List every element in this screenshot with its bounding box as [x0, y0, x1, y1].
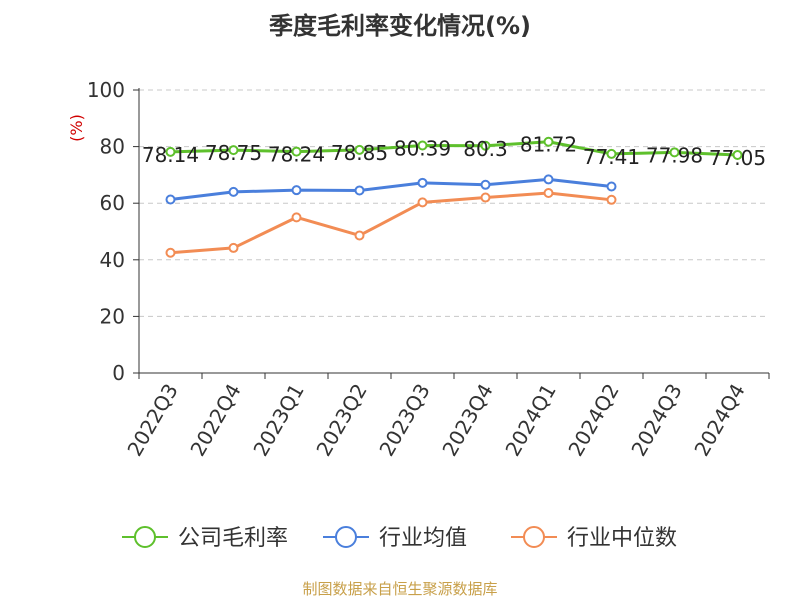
x-tick-label: 2022Q3 — [122, 380, 182, 461]
legend-label: 行业中位数 — [567, 526, 677, 551]
data-point — [606, 181, 617, 192]
data-point — [543, 136, 554, 147]
data-point — [354, 230, 365, 241]
data-point — [480, 179, 491, 190]
data-point — [165, 194, 176, 205]
data-label: 77.41 — [583, 145, 640, 169]
series-line-2 — [170, 191, 612, 255]
x-tick-label: 2023Q1 — [248, 380, 308, 461]
data-point — [417, 177, 428, 188]
data-label: 77.05 — [709, 146, 766, 170]
series-line-1 — [170, 177, 612, 202]
data-point — [291, 146, 302, 157]
data-point — [417, 197, 428, 208]
x-tick-label: 2023Q2 — [311, 380, 371, 461]
data-point — [606, 148, 617, 159]
data-point — [228, 145, 239, 156]
y-tick-label: 20 — [100, 304, 125, 328]
data-point — [543, 174, 554, 185]
data-label: 78.85 — [331, 141, 388, 165]
data-label: 77.98 — [646, 143, 703, 167]
data-label: 78.14 — [142, 143, 199, 167]
x-tick-label: 2024Q2 — [563, 380, 623, 461]
data-label: 80.3 — [463, 137, 508, 161]
x-tick-label: 2024Q4 — [689, 380, 749, 461]
data-point — [417, 140, 428, 151]
data-point — [606, 194, 617, 205]
data-point — [543, 188, 554, 199]
data-label: 80.39 — [394, 136, 451, 160]
data-point — [354, 144, 365, 155]
x-tick-label: 2024Q3 — [626, 380, 686, 461]
y-tick-label: 80 — [100, 135, 125, 159]
data-point — [165, 146, 176, 157]
data-point — [732, 149, 743, 160]
data-label: 78.24 — [268, 143, 325, 167]
data-point — [291, 212, 302, 223]
legend-label: 公司毛利率 — [178, 526, 288, 551]
legend-marker — [134, 526, 156, 548]
legend-label: 行业均值 — [379, 526, 467, 551]
y-axis-label: (%) — [67, 114, 86, 142]
y-tick-label: 60 — [100, 191, 125, 215]
x-tick-label: 2023Q3 — [374, 380, 434, 461]
data-point — [228, 186, 239, 197]
data-point — [228, 242, 239, 253]
legend-marker — [335, 526, 357, 548]
data-point — [291, 185, 302, 196]
y-tick-label: 100 — [87, 78, 125, 102]
data-label: 81.72 — [520, 133, 577, 157]
data-point — [669, 147, 680, 158]
data-point — [480, 140, 491, 151]
x-tick-label: 2023Q4 — [437, 380, 497, 461]
x-tick-label: 2022Q4 — [185, 380, 245, 461]
data-source: 制图数据来自恒生聚源数据库 — [302, 580, 498, 598]
data-point — [354, 185, 365, 196]
series-line-0 — [170, 140, 738, 157]
x-tick-label: 2024Q1 — [500, 380, 560, 461]
chart-title: 季度毛利率变化情况(%) — [269, 12, 531, 40]
data-label: 78.75 — [205, 141, 262, 165]
legend-marker — [523, 526, 545, 548]
data-point — [165, 247, 176, 258]
y-tick-label: 0 — [112, 361, 125, 385]
y-tick-label: 40 — [100, 248, 125, 272]
data-point — [480, 192, 491, 203]
